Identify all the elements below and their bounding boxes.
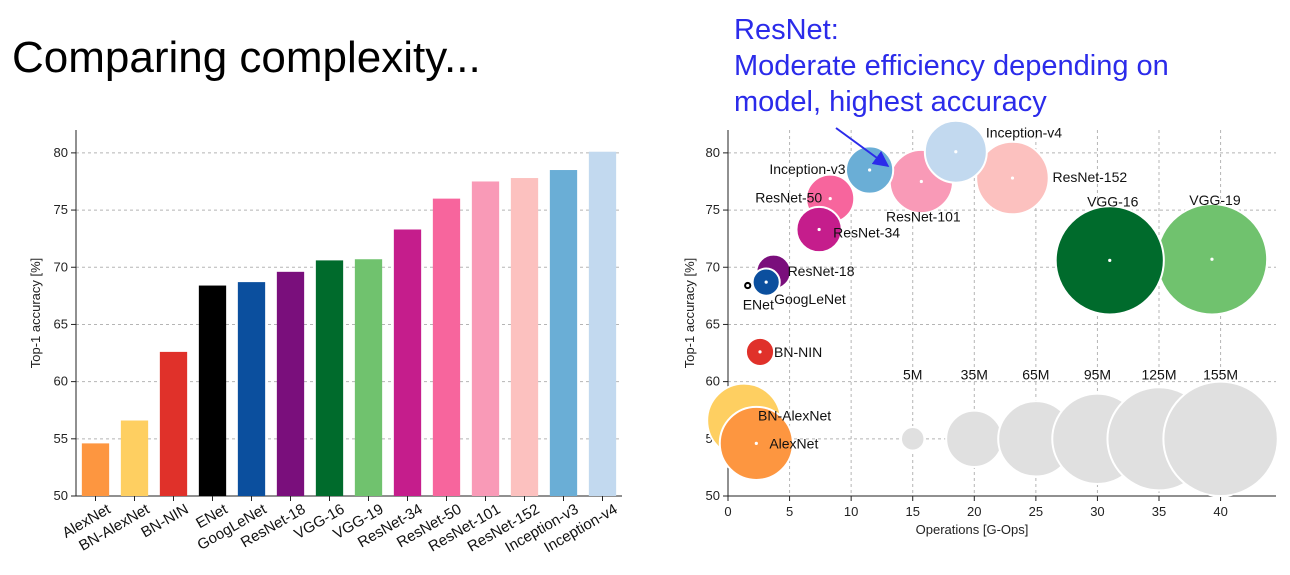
bubble-chart: 5055606570758005101520253035405M35M65M95…	[682, 119, 1279, 537]
bubble-label-alexnet: AlexNet	[769, 435, 818, 451]
size-legend-label: 125M	[1141, 366, 1176, 382]
bar-resnet-50	[432, 198, 461, 496]
bubble-label-inception-v4: Inception-v4	[986, 125, 1062, 141]
bubble-x-tick-label: 20	[967, 504, 981, 519]
bubble-y-tick-label: 50	[706, 488, 720, 503]
bubble-center-dot	[1108, 258, 1112, 262]
bubble-label-enet: ENet	[743, 297, 774, 313]
resnet-callout: ResNet: Moderate efficiency depending on…	[734, 12, 1169, 120]
bar-resnet-18	[276, 271, 305, 496]
bubble-x-axis-title: Operations [G-Ops]	[916, 522, 1029, 537]
bubble-label-googlenet: GoogLeNet	[774, 291, 846, 307]
bar-y-tick-label: 60	[54, 374, 68, 389]
size-legend-label: 5M	[903, 366, 922, 382]
bar-bn-nin	[159, 351, 188, 496]
bar-y-tick-label: 50	[54, 488, 68, 503]
callout-arrow	[835, 127, 890, 167]
bubble-label-resnet-101: ResNet-101	[886, 208, 961, 224]
bubble-label-resnet-50: ResNet-50	[755, 190, 822, 206]
bubble-x-tick-label: 25	[1029, 504, 1043, 519]
bubble-label-vgg-19: VGG-19	[1189, 192, 1241, 208]
bar-vgg-16	[315, 260, 344, 496]
bubble-label-bn-alexnet: BN-AlexNet	[758, 408, 831, 424]
size-legend-label: 95M	[1084, 366, 1111, 382]
bubble-label-bn-nin: BN-NIN	[774, 344, 822, 360]
bar-y-tick-label: 80	[54, 145, 68, 160]
bubble-label-resnet-18: ResNet-18	[788, 263, 855, 279]
bar-inception-v3	[549, 170, 578, 496]
bubble-center-dot	[954, 150, 958, 154]
bubble-center-dot	[764, 280, 768, 284]
bubble-label-resnet-152: ResNet-152	[1052, 169, 1127, 185]
bar-inception-v4	[588, 151, 617, 496]
bar-y-tick-label: 65	[54, 316, 68, 331]
callout-line-3: model, highest accuracy	[734, 86, 1047, 118]
bar-alexnet	[81, 443, 110, 496]
bubble-center-dot	[1210, 257, 1214, 261]
bubble-label-vgg-16: VGG-16	[1087, 193, 1139, 209]
bubble-x-tick-label: 30	[1090, 504, 1104, 519]
callout-line-2: Moderate efficiency depending on	[734, 50, 1169, 82]
bubble-center-dot	[868, 168, 872, 172]
bar-resnet-101	[471, 181, 500, 496]
bubble-x-tick-label: 5	[786, 504, 793, 519]
size-legend-label: 155M	[1203, 366, 1238, 382]
bar-resnet-34	[393, 229, 422, 496]
bubble-center-dot	[1010, 176, 1015, 180]
bar-resnet-152	[510, 178, 539, 496]
bubble-center-dot	[817, 227, 821, 232]
size-legend-bubble	[1162, 380, 1279, 498]
bar-y-tick-label: 55	[54, 431, 68, 446]
bubble-x-tick-label: 35	[1152, 504, 1166, 519]
slide-title: Comparing complexity...	[12, 33, 481, 82]
bubble-x-tick-label: 0	[724, 504, 731, 519]
bubble-y-tick-label: 60	[706, 374, 720, 389]
bubble-label-inception-v3: Inception-v3	[769, 161, 845, 177]
bubble-label-resnet-34: ResNet-34	[833, 225, 900, 241]
bubble-center-dot	[828, 197, 832, 201]
bubble-center-dot	[746, 283, 750, 288]
bubble-x-tick-label: 40	[1213, 504, 1227, 519]
bubble-x-tick-label: 15	[905, 504, 919, 519]
bubble-y-axis-title: Top-1 accuracy [%]	[682, 258, 697, 369]
size-legend-label: 65M	[1022, 366, 1049, 382]
bar-enet	[198, 285, 227, 496]
size-legend-label: 35M	[961, 366, 988, 382]
callout-line-1: ResNet:	[734, 14, 839, 46]
bubble-y-tick-label: 75	[706, 202, 720, 217]
size-legend-bubble	[899, 426, 926, 452]
bar-bn-alexnet	[120, 420, 149, 496]
bubble-y-tick-label: 65	[706, 316, 720, 331]
size-legend-bubble	[945, 409, 1004, 468]
bubble-center-dot	[754, 441, 758, 445]
bar-vgg-19	[354, 259, 383, 496]
bar-y-tick-label: 70	[54, 259, 68, 274]
bubble-y-tick-label: 80	[706, 145, 720, 160]
bubble-x-tick-label: 10	[844, 504, 858, 519]
bubble-center-dot	[758, 350, 762, 354]
bubble-center-dot	[919, 179, 923, 184]
bar-googlenet	[237, 282, 266, 496]
bar-y-tick-label: 75	[54, 202, 68, 217]
bubble-y-tick-label: 70	[706, 259, 720, 274]
bar-y-axis-title: Top-1 accuracy [%]	[28, 258, 43, 369]
